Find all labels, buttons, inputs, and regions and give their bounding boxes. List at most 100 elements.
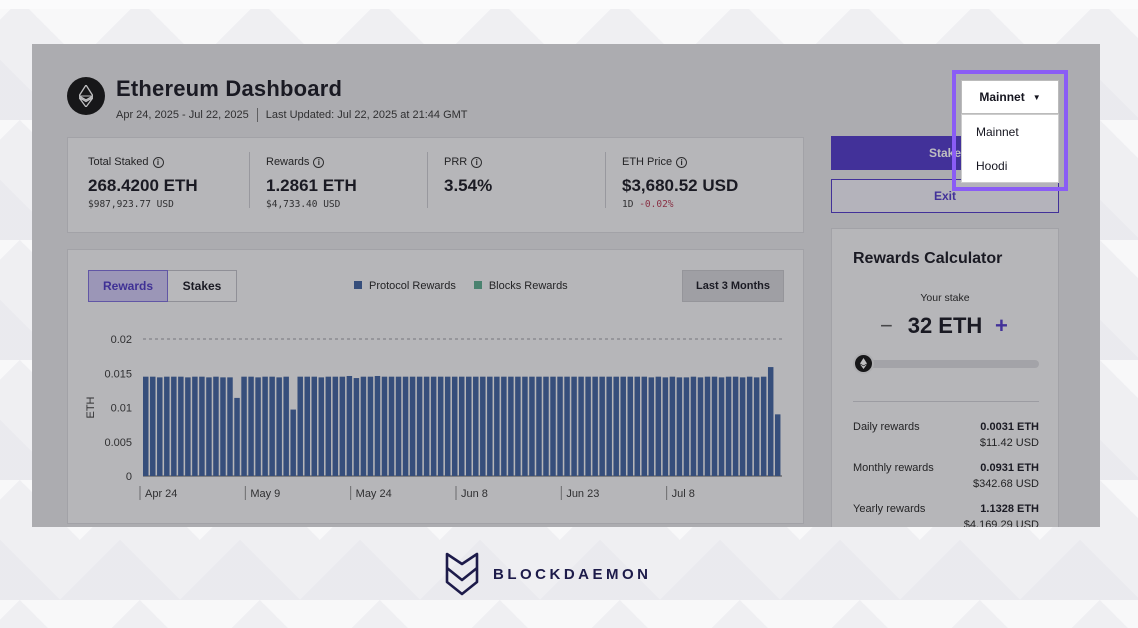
bar (550, 376, 556, 476)
top-strip (0, 0, 1138, 9)
bar (718, 377, 725, 476)
y-tick-label: 0 (126, 471, 132, 483)
bar (662, 377, 669, 476)
bar (606, 376, 612, 476)
bar (339, 376, 346, 476)
x-tick-label: Apr 24 (145, 488, 177, 500)
exit-button[interactable]: Exit (831, 179, 1059, 213)
bar (683, 377, 690, 476)
bar (395, 376, 402, 476)
bar (143, 376, 149, 476)
range-selector-button[interactable]: Last 3 Months (682, 270, 784, 302)
network-option-hoodi[interactable]: Hoodi (976, 159, 1008, 173)
y-tick-label: 0.02 (111, 334, 132, 346)
legend-swatch (354, 281, 362, 289)
info-icon[interactable]: i (676, 156, 688, 168)
stats-card: Total Staked i 268.4200 ETH $987,923.77 U… (67, 137, 804, 233)
bar (318, 377, 325, 476)
brand-name: BLOCKDAEMON (493, 565, 652, 583)
bar (767, 367, 774, 476)
bar (641, 376, 648, 476)
bar (599, 376, 605, 476)
bar (627, 376, 633, 476)
bar (515, 376, 521, 476)
network-option-mainnet[interactable]: Mainnet (976, 125, 1019, 139)
bar (157, 377, 163, 476)
bar (416, 376, 423, 476)
stat-rewards: Rewards i 1.2861 ETH $4,733.40 USD (266, 156, 357, 210)
network-dropdown[interactable]: Mainnet ▼ (961, 80, 1059, 114)
info-icon[interactable]: i (471, 156, 483, 168)
legend-label: Protocol Rewards (369, 280, 456, 292)
bar (171, 376, 177, 476)
stat-prr: PRR i 3.54% (444, 156, 492, 196)
bar (690, 376, 697, 476)
bar (206, 377, 212, 476)
bar (381, 376, 388, 476)
info-icon[interactable]: i (152, 156, 164, 168)
legend-protocol: Protocol Rewards (354, 280, 456, 292)
network-menu: Mainnet Hoodi (961, 114, 1059, 183)
rewards-calculator: Rewards Calculator Your stake − 32 ETH +… (831, 228, 1059, 527)
bar (732, 376, 739, 476)
bar (585, 376, 591, 476)
caret-down-icon: ▼ (1032, 92, 1041, 102)
stat-label: PRR (444, 156, 468, 168)
row-eth: 1.1328 ETH (980, 503, 1039, 515)
chart-tabs: Rewards Stakes (88, 270, 237, 302)
page-title: Ethereum Dashboard (116, 76, 343, 101)
row-label: Monthly rewards (853, 462, 934, 474)
bar (648, 377, 655, 476)
bar (578, 376, 584, 476)
bar (494, 376, 500, 476)
bar (150, 376, 156, 476)
change-period: 1D (622, 199, 634, 210)
calculator-title: Rewards Calculator (853, 250, 1003, 267)
tab-stakes[interactable]: Stakes (168, 270, 237, 302)
bar (192, 376, 198, 476)
bar (655, 376, 662, 476)
stat-sub: $987,923.77 USD (88, 199, 174, 210)
bar (746, 376, 753, 476)
stake-amount: 32 ETH (907, 313, 983, 338)
y-tick-label: 0.005 (104, 437, 132, 449)
date-range: Apr 24, 2025 - Jul 22, 2025 (116, 109, 249, 121)
dashboard-screenshot: Ethereum Dashboard Apr 24, 2025 - Jul 22… (32, 44, 1100, 527)
bar (388, 376, 395, 476)
bar (276, 377, 282, 476)
bar (522, 376, 528, 476)
bar (704, 376, 711, 476)
stake-slider-track[interactable] (853, 360, 1039, 368)
bar (269, 376, 275, 476)
bar (325, 376, 332, 476)
bar (444, 376, 451, 476)
tab-rewards[interactable]: Rewards (88, 270, 168, 302)
bar (430, 376, 437, 476)
bar (613, 376, 619, 476)
y-tick-label: 0.015 (104, 368, 132, 380)
network-selected: Mainnet (979, 90, 1025, 104)
row-label: Daily rewards (853, 421, 920, 433)
x-tick-label: May 9 (250, 488, 280, 500)
stat-total-staked: Total Staked i 268.4200 ETH $987,923.77 U… (88, 156, 198, 210)
rewards-chart-card: Rewards Stakes Protocol Rewards Blocks R… (67, 249, 804, 524)
legend-blocks: Blocks Rewards (473, 280, 568, 292)
bar (283, 376, 289, 476)
row-usd: $11.42 USD (979, 437, 1039, 449)
bar (360, 376, 367, 476)
rewards-bar-chart: 0 0.005 0.01 0.015 0.02 ETH Apr 24 May 9 May 24 J… (85, 334, 782, 500)
increase-stake-button[interactable]: + (995, 313, 1008, 338)
bar (262, 376, 268, 476)
bar (164, 376, 170, 476)
bar (473, 376, 479, 476)
row-usd: $4,169.29 USD (963, 519, 1039, 527)
bar (487, 376, 493, 476)
decrease-stake-button[interactable]: − (880, 313, 893, 338)
bar (620, 376, 626, 476)
legend-label: Blocks Rewards (488, 280, 568, 292)
bar (346, 375, 353, 476)
bar (739, 377, 746, 476)
stake-slider-handle[interactable] (853, 353, 874, 374)
blockdaemon-brand: BLOCKDAEMON (445, 552, 652, 596)
info-icon[interactable]: i (313, 156, 325, 168)
